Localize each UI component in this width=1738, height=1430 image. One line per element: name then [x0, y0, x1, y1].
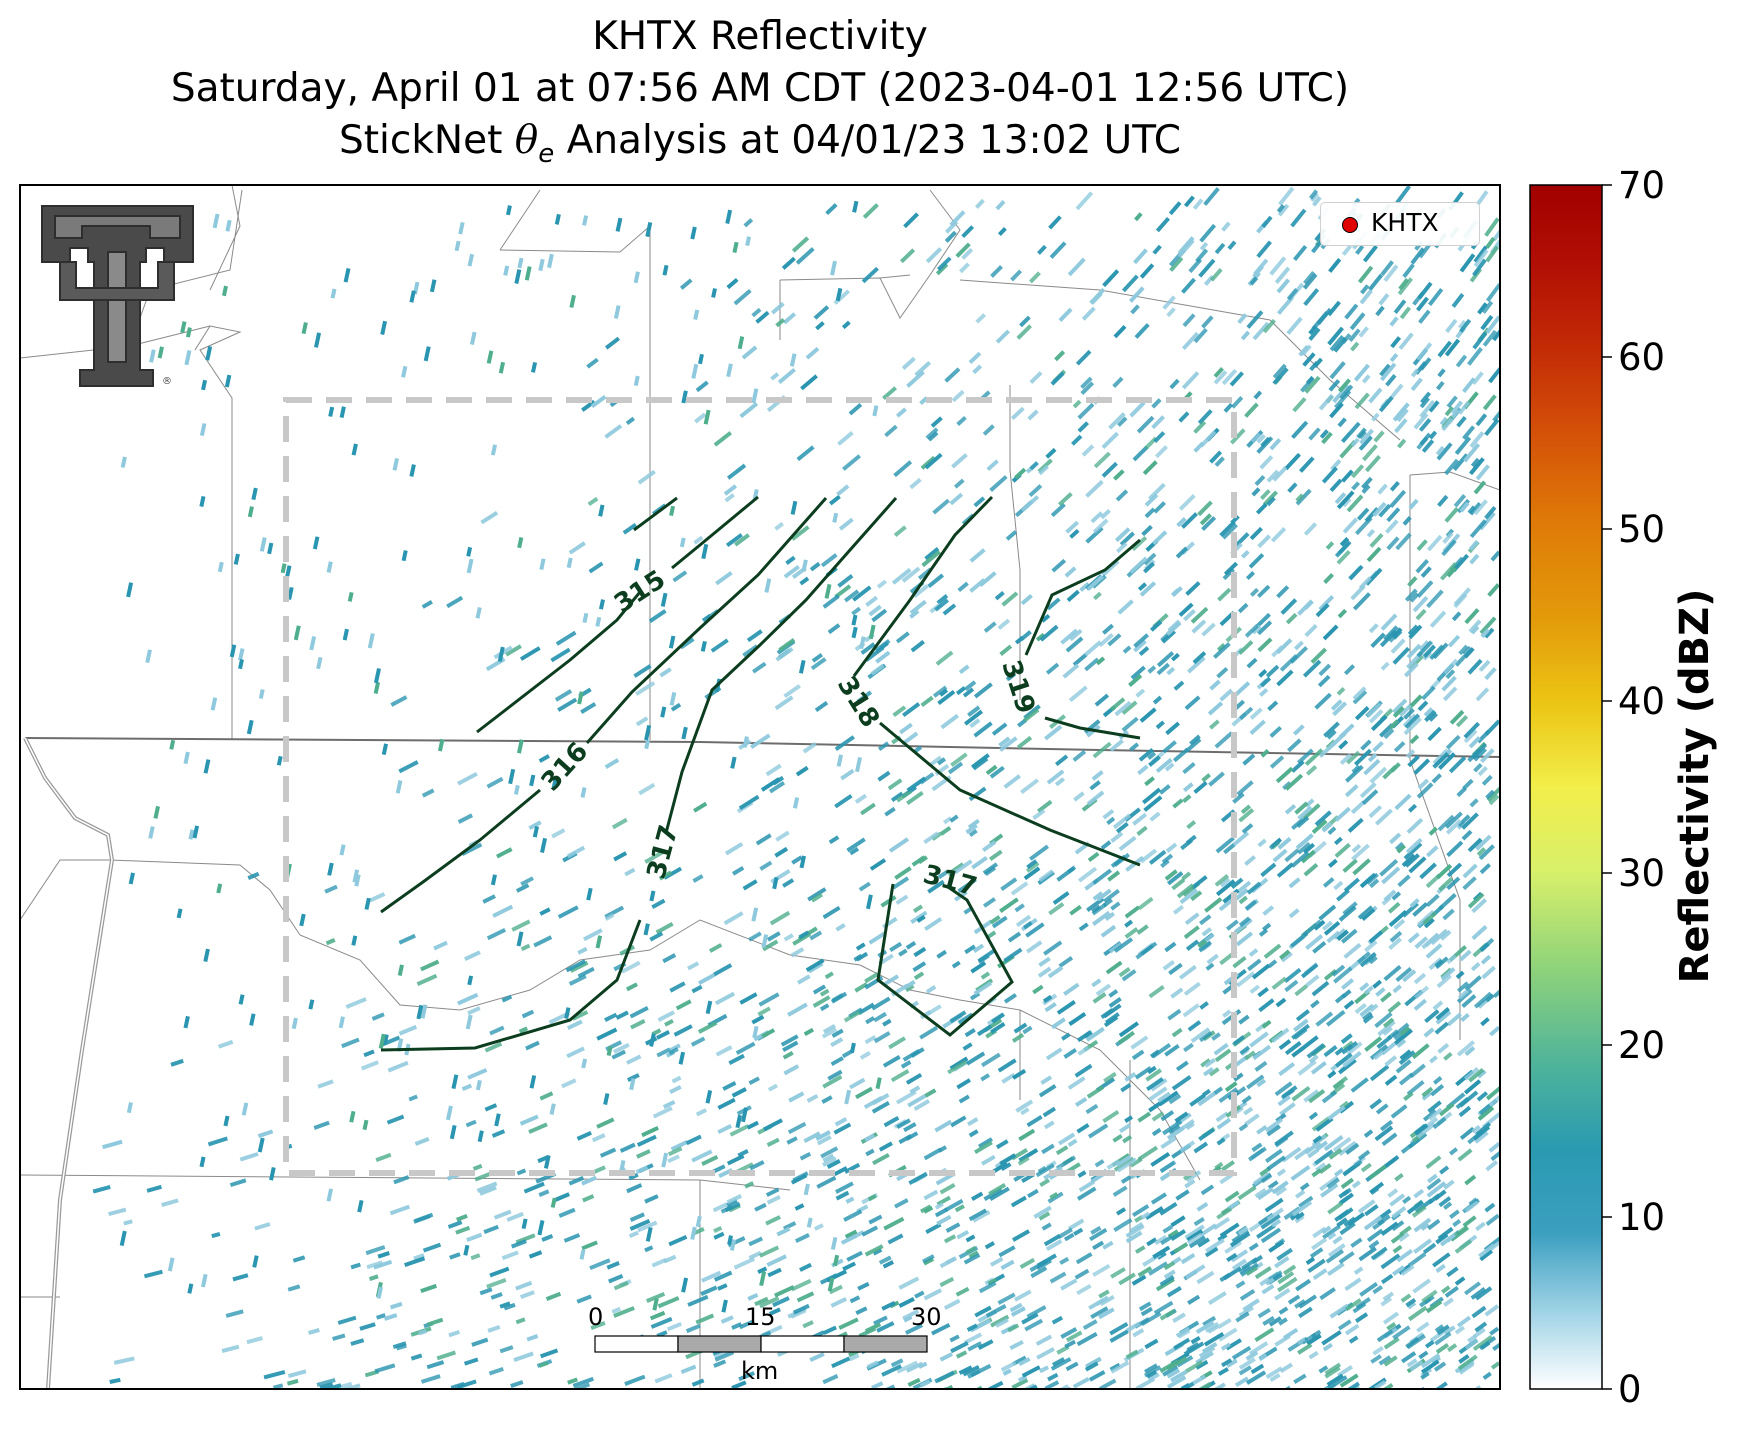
legend-label: KHTX [1371, 208, 1439, 237]
title-line-3-suffix: Analysis at 04/01/23 13:02 UTC [554, 118, 1181, 163]
contour-315 [476, 495, 759, 734]
contour-318 [852, 495, 1141, 867]
contour-316 [380, 497, 828, 914]
colorbar-ticks [1602, 184, 1612, 1390]
colorbar [1529, 184, 1603, 1390]
contour-317-b [876, 883, 1014, 1037]
colorbar-title: Reflectivity (dBZ) [1672, 588, 1718, 984]
colorbar-tick-10: 10 [1618, 1196, 1666, 1239]
colorbar-tick-40: 40 [1618, 680, 1666, 723]
state-border [24, 737, 1500, 758]
scale-unit: km [741, 1357, 779, 1385]
legend: KHTX [1320, 202, 1480, 246]
scale-label-0: 0 [588, 1303, 604, 1331]
county-borders [20, 185, 1500, 1389]
scale-bar [594, 1335, 928, 1353]
colorbar-tick-70: 70 [1618, 164, 1666, 207]
colorbar-tick-20: 20 [1618, 1024, 1666, 1067]
title-line-3-prefix: StickNet [339, 118, 515, 163]
theta-symbol: θ [514, 118, 539, 163]
contour-319 [1024, 538, 1141, 740]
texas-tech-double-t-logo: ® [41, 205, 194, 387]
colorbar-tick-0: 0 [1618, 1368, 1642, 1411]
scale-label-30: 30 [911, 1303, 942, 1331]
title-line-3: StickNet θe Analysis at 04/01/23 13:02 U… [0, 118, 1520, 177]
title-line-2: Saturday, April 01 at 07:56 AM CDT (2023… [170, 66, 1350, 111]
colorbar-tick-60: 60 [1618, 336, 1666, 379]
reflectivity-echoes [92, 185, 1500, 1389]
colorbar-tick-50: 50 [1618, 508, 1666, 551]
radar-site-marker [1342, 217, 1358, 233]
svg-text:®: ® [162, 376, 172, 387]
contour-315-a [633, 496, 678, 532]
title-line-1: KHTX Reflectivity [592, 14, 928, 59]
colorbar-tick-30: 30 [1618, 852, 1666, 895]
theta-subscript: e [538, 138, 555, 169]
contour-317-a [380, 497, 898, 1052]
theta-e-contours [380, 495, 1141, 1052]
scale-label-15: 15 [745, 1303, 776, 1331]
analysis-domain-box [283, 397, 1237, 1176]
